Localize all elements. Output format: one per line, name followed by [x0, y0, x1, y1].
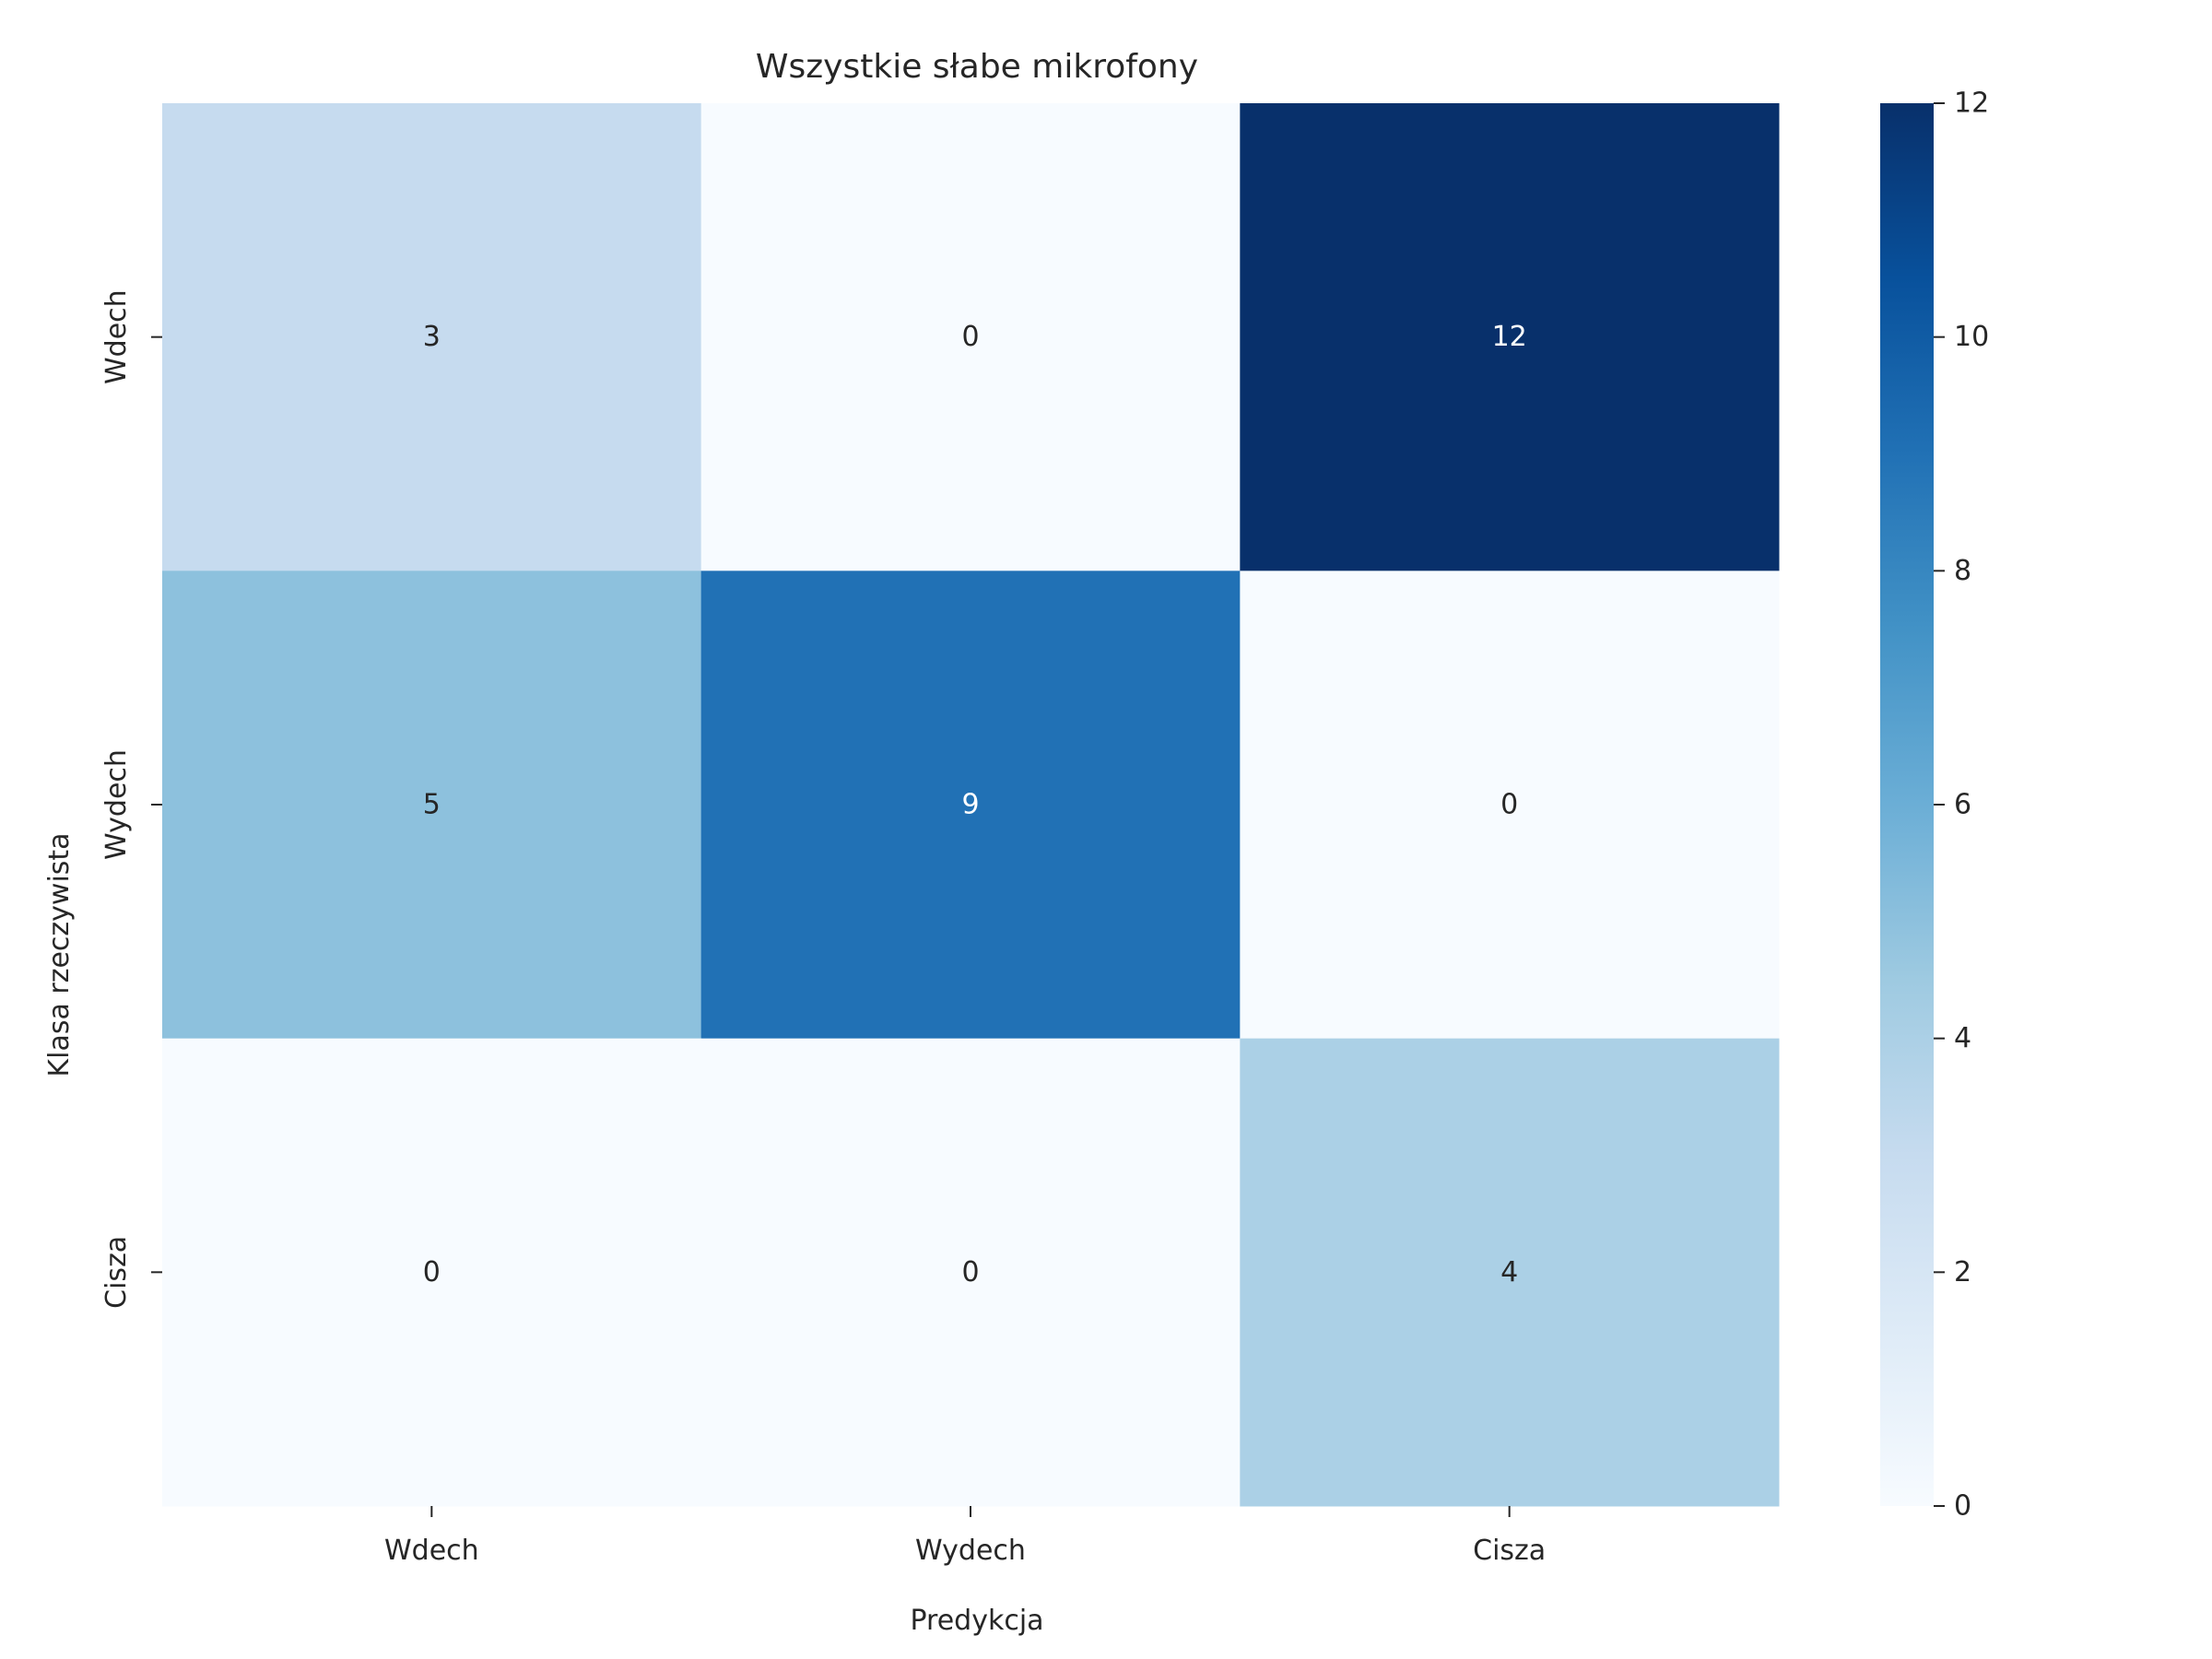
- colorbar-tick-label: 8: [1954, 555, 1971, 587]
- colorbar: [1880, 103, 1934, 1506]
- cell-value-label: 5: [423, 789, 441, 821]
- heatmap-cells: [162, 103, 1780, 1507]
- x-axis-ticks: Wdech Wydech Cisza: [384, 1506, 1546, 1567]
- heatmap-cell: [700, 571, 1241, 1040]
- cell-value-label: 0: [961, 1256, 979, 1288]
- chart-title: Wszystkie słabe mikrofony: [756, 48, 1198, 86]
- x-tick-label: Wdech: [384, 1535, 479, 1567]
- heatmap-cell: [162, 103, 702, 571]
- y-axis-ticks: Wdech Wydech Cisza: [100, 289, 162, 1309]
- colorbar-ticks: 0 2 4 6 8 10 12: [1934, 88, 1989, 1523]
- cell-value-label: 3: [423, 321, 441, 353]
- heatmap-cell-labels: 3 0 12 5 9 0 0 0 4: [423, 321, 1527, 1288]
- heatmap-cell: [1240, 103, 1780, 571]
- heatmap-cell: [162, 571, 702, 1040]
- colorbar-tick-label: 6: [1954, 789, 1971, 821]
- x-tick-label: Wydech: [915, 1535, 1026, 1567]
- heatmap-cell: [1240, 1038, 1780, 1507]
- y-axis-label: Klasa rzeczywista: [43, 832, 76, 1077]
- x-axis-label: Predykcja: [910, 1605, 1043, 1637]
- colorbar-tick-label: 10: [1954, 321, 1989, 353]
- heatmap-cell: [1240, 571, 1780, 1040]
- colorbar-tick-label: 12: [1954, 88, 1989, 120]
- cell-value-label: 4: [1500, 1256, 1518, 1288]
- colorbar-tick-label: 0: [1954, 1490, 1971, 1523]
- colorbar-tick-label: 4: [1954, 1022, 1971, 1054]
- cell-value-label: 0: [961, 321, 979, 353]
- cell-value-label: 0: [1500, 789, 1518, 821]
- cell-value-label: 12: [1492, 321, 1527, 353]
- x-tick-label: Cisza: [1473, 1535, 1546, 1567]
- colorbar-tick-label: 2: [1954, 1256, 1971, 1288]
- y-tick-label: Wdech: [100, 289, 133, 384]
- y-tick-label: Cisza: [100, 1236, 133, 1309]
- y-tick-label: Wydech: [100, 749, 133, 860]
- heatmap-cell: [700, 1038, 1241, 1507]
- heatmap-cell: [700, 103, 1241, 571]
- heatmap-cell: [162, 1038, 702, 1507]
- cell-value-label: 9: [961, 789, 979, 821]
- cell-value-label: 0: [423, 1256, 441, 1288]
